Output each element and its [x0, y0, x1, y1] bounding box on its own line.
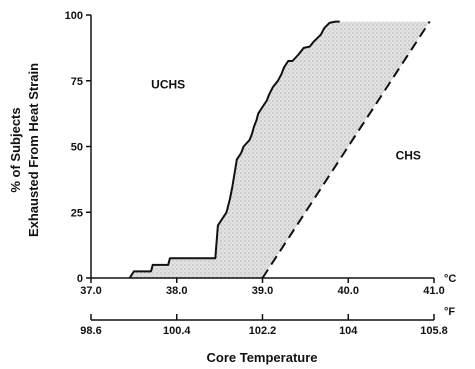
- x-tick-label-fahrenheit: 100.4: [163, 325, 191, 337]
- x-tick-label-celsius: 37.0: [80, 285, 101, 297]
- x-axis-title: Core Temperature: [206, 350, 317, 365]
- x-tick-label-celsius: 41.0: [423, 285, 444, 297]
- unit-celsius-label: °C: [444, 273, 456, 285]
- shaded-band-layer: [129, 21, 430, 278]
- region-label-uchs: UCHS: [151, 78, 185, 92]
- y-axis-title-line2: Exhausted From Heat Strain: [26, 63, 41, 237]
- region-label-chs: CHS: [396, 149, 421, 163]
- y-tick-label: 0: [77, 273, 83, 285]
- x-tick-label-celsius: 39.0: [252, 285, 273, 297]
- regions-layer: UCHS CHS: [151, 78, 421, 163]
- x-tick-label-fahrenheit: 102.2: [249, 325, 277, 337]
- y-ticks: 0 25 50 75 100: [65, 10, 91, 285]
- x-ticks-fahrenheit: 98.6 100.4 102.2 104 105.8: [80, 314, 448, 337]
- y-axis-title-line1: % of Subjects: [8, 107, 23, 192]
- y-tick-label: 100: [65, 10, 83, 22]
- series-line-solid: [128, 20, 340, 279]
- unit-fahrenheit-label: °F: [444, 306, 455, 318]
- x-tick-label-fahrenheit: 105.8: [420, 325, 448, 337]
- x-tick-label-celsius: 40.0: [338, 285, 359, 297]
- x-tick-label-fahrenheit: 98.6: [80, 325, 101, 337]
- x-tick-label-celsius: 38.0: [166, 285, 187, 297]
- y-tick-label: 50: [71, 142, 83, 154]
- x-ticks-celsius: 37.0 38.0 39.0 40.0 41.0: [80, 278, 445, 297]
- x-tick-label-fahrenheit: 104: [339, 325, 358, 337]
- y-tick-label: 75: [71, 76, 83, 88]
- shaded-band: [129, 21, 430, 278]
- y-tick-label: 25: [71, 207, 83, 219]
- series-line-dashed: [261, 21, 431, 279]
- curves-layer: [128, 20, 431, 279]
